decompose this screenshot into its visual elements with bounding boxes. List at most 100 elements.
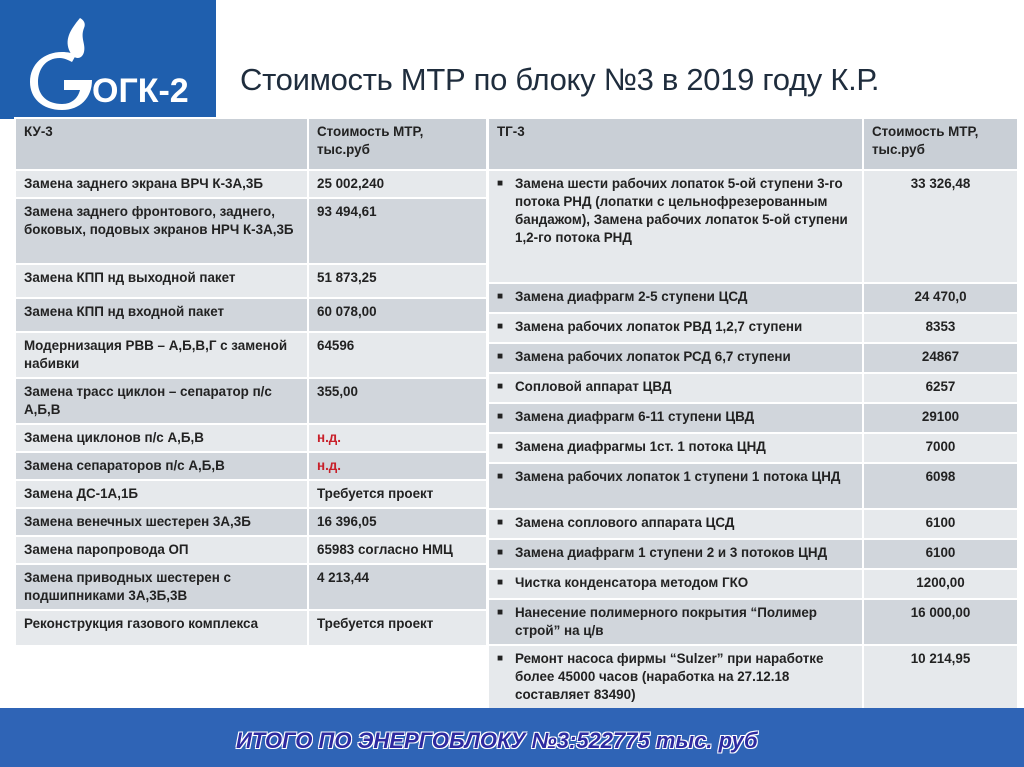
table-row: ■ Чистка конденсатора методом ГКО 1200,00 — [487, 568, 1019, 600]
cost-cell: 51 873,25 — [307, 263, 488, 299]
table-row: Замена венечных шестерен 3А,3Б 16 396,05 — [14, 507, 488, 537]
table-row: Замена заднего фронтового, заднего, боко… — [14, 197, 488, 265]
item-cell: Замена приводных шестерен с подшипниками… — [14, 563, 309, 611]
item-cell: ■ Замена соплового аппарата ЦСД — [487, 508, 864, 540]
bullet-icon: ■ — [497, 321, 504, 332]
table-row: Замена КПП нд выходной пакет 51 873,25 — [14, 263, 488, 299]
table-row: ■ Замена диафрагм 1 ступени 2 и 3 потоков… — [487, 538, 1019, 570]
item-cell: ■ Сопловой аппарат ЦВД — [487, 372, 864, 404]
cost-cell: 6100 — [862, 508, 1019, 540]
item-text: Замена диафрагм 6-11 ступени ЦВД — [515, 409, 755, 424]
table-row: ■ Замена диафрагм 6-11 ступени ЦВД 29100 — [487, 402, 1019, 434]
item-cell: ■ Замена диафрагм 1 ступени 2 и 3 потоков… — [487, 538, 864, 570]
bullet-icon: ■ — [497, 351, 504, 362]
table-row: ■ Замена шести рабочих лопаток 5-ой ступе… — [487, 169, 1019, 284]
right-col1-header: ТГ-3 — [487, 117, 864, 171]
cost-cell: 93 494,61 — [307, 197, 488, 265]
item-cell: Замена КПП нд входной пакет — [14, 297, 309, 333]
cost-cell: 64596 — [307, 331, 488, 379]
cost-cell: 16 396,05 — [307, 507, 488, 537]
cost-cell: 25 002,240 — [307, 169, 488, 199]
item-text: Сопловой аппарат ЦВД — [515, 379, 672, 394]
item-text: Замена диафрагм 1 ступени 2 и 3 потоков … — [515, 545, 828, 560]
item-cell: Замена заднего фронтового, заднего, боко… — [14, 197, 309, 265]
left-table-header: КУ-3 Стоимость МТР, тыс.руб — [14, 117, 488, 171]
total-label: ИТОГО ПО ЭНЕРГОБЛОКУ №3:522775 тыс. руб — [236, 728, 758, 753]
table-row: Реконструкция газового комплекса Требуетс… — [14, 609, 488, 647]
cost-cell: 24 470,0 — [862, 282, 1019, 314]
item-text: Замена рабочих лопаток 1 ступени 1 поток… — [515, 469, 841, 484]
bullet-icon: ■ — [497, 577, 504, 588]
item-cell: Замена заднего экрана ВРЧ К-3А,3Б — [14, 169, 309, 199]
table-row: ■ Замена рабочих лопаток 1 ступени 1 пото… — [487, 462, 1019, 510]
left-col2-header: Стоимость МТР, тыс.руб — [307, 117, 488, 171]
item-cell: ■ Замена диафрагм 2-5 ступени ЦСД — [487, 282, 864, 314]
cost-cell: 10 214,95 — [862, 644, 1019, 712]
item-cell: Модернизация РВВ – А,Б,В,Г с заменой наб… — [14, 331, 309, 379]
bullet-icon: ■ — [497, 411, 504, 422]
cost-cell: 29100 — [862, 402, 1019, 434]
table-row: Замена приводных шестерен с подшипниками… — [14, 563, 488, 611]
item-cell: Замена КПП нд выходной пакет — [14, 263, 309, 299]
cost-cell: 8353 — [862, 312, 1019, 344]
item-cell: ■ Замена диафрагм 6-11 ступени ЦВД — [487, 402, 864, 434]
item-text: Замена шести рабочих лопаток 5-ой ступен… — [515, 176, 848, 245]
cost-cell: 6100 — [862, 538, 1019, 570]
table-row: ■ Замена рабочих лопаток РСД 6,7 ступени 2… — [487, 342, 1019, 374]
item-cell: ■ Ремонт насоса фирмы “Sulzer” при нарабо… — [487, 644, 864, 712]
bottom-band — [0, 708, 1024, 767]
cost-cell: 33 326,48 — [862, 169, 1019, 284]
item-cell: Замена циклонов п/с А,Б,В — [14, 423, 309, 453]
item-text: Замена диафрагмы 1ст. 1 потока ЦНД — [515, 439, 766, 454]
table-row: Замена циклонов п/с А,Б,В н.д. — [14, 423, 488, 453]
item-cell: Замена ДС-1А,1Б — [14, 479, 309, 509]
cost-cell: 60 078,00 — [307, 297, 488, 333]
table-row: Замена сепараторов п/с А,Б,В н.д. — [14, 451, 488, 481]
cost-cell: Требуется проект — [307, 479, 488, 509]
item-text: Замена соплового аппарата ЦСД — [515, 515, 735, 530]
bullet-icon: ■ — [497, 653, 504, 664]
left-table: КУ-3 Стоимость МТР, тыс.руб Замена задне… — [14, 117, 488, 647]
table-row: Замена заднего экрана ВРЧ К-3А,3Б 25 002,… — [14, 169, 488, 199]
right-table-header: ТГ-3 Стоимость МТР, тыс.руб — [487, 117, 1019, 171]
table-row: Замена ДС-1А,1Б Требуется проект — [14, 479, 488, 509]
cost-cell: 355,00 — [307, 377, 488, 425]
item-text: Ремонт насоса фирмы “Sulzer” при наработ… — [515, 651, 824, 702]
table-row: Замена КПП нд входной пакет 60 078,00 — [14, 297, 488, 333]
item-cell: Реконструкция газового комплекса — [14, 609, 309, 647]
cost-cell: 24867 — [862, 342, 1019, 374]
table-row: ■ Замена диафрагмы 1ст. 1 потока ЦНД 7000 — [487, 432, 1019, 464]
logo-text: ОГК-2 — [92, 72, 189, 110]
bullet-icon: ■ — [497, 471, 504, 482]
bullet-icon: ■ — [497, 517, 504, 528]
bullet-icon: ■ — [497, 441, 504, 452]
bullet-icon: ■ — [497, 291, 504, 302]
item-cell: Замена сепараторов п/с А,Б,В — [14, 451, 309, 481]
item-text: Чистка конденсатора методом ГКО — [515, 575, 749, 590]
logo-panel: ОГК-2 — [0, 0, 216, 119]
cost-cell: н.д. — [307, 451, 488, 481]
table-row: Замена трасс циклон – сепаратор п/с А,Б,… — [14, 377, 488, 425]
gas-flame-logo-icon: ОГК-2 — [30, 18, 189, 110]
item-cell: ■ Нанесение полимерного покрытия “Полимер… — [487, 598, 864, 646]
table-row: ■ Замена диафрагм 2-5 ступени ЦСД 24 470,0 — [487, 282, 1019, 314]
cost-cell: 4 213,44 — [307, 563, 488, 611]
left-col1-header: КУ-3 — [14, 117, 309, 171]
table-row: ■ Ремонт насоса фирмы “Sulzer” при нарабо… — [487, 644, 1019, 712]
item-cell: Замена трасс циклон – сепаратор п/с А,Б,… — [14, 377, 309, 425]
bullet-icon: ■ — [497, 178, 504, 189]
cost-cell: Требуется проект — [307, 609, 488, 647]
right-col2-header: Стоимость МТР, тыс.руб — [862, 117, 1019, 171]
table-row: ■ Нанесение полимерного покрытия “Полимер… — [487, 598, 1019, 646]
item-text: Замена диафрагм 2-5 ступени ЦСД — [515, 289, 748, 304]
cost-cell: 6098 — [862, 462, 1019, 510]
item-cell: ■ Замена диафрагмы 1ст. 1 потока ЦНД — [487, 432, 864, 464]
item-text: Замена рабочих лопаток РВД 1,2,7 ступени — [515, 319, 803, 334]
cost-cell: 65983 согласно НМЦ — [307, 535, 488, 565]
item-cell: Замена паропровода ОП — [14, 535, 309, 565]
header: Стоимость МТР по блоку №3 в 2019 году К.… — [216, 0, 1024, 119]
page-title: Стоимость МТР по блоку №3 в 2019 году К.… — [240, 62, 880, 97]
bullet-icon: ■ — [497, 381, 504, 392]
bullet-icon: ■ — [497, 547, 504, 558]
right-table: ТГ-3 Стоимость МТР, тыс.руб ■ Замена шест… — [487, 117, 1019, 712]
